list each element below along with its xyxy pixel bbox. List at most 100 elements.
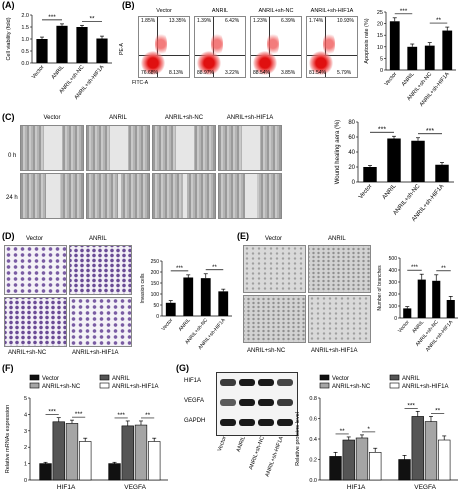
legend-swatch xyxy=(389,374,400,381)
flow-quadrant-value: 8.13% xyxy=(169,70,184,76)
bar xyxy=(446,300,455,318)
y-tick-label: 4 xyxy=(24,412,27,418)
y-tick-label: 1.0 xyxy=(21,37,29,43)
y-tick-label: 100 xyxy=(151,292,160,298)
wound-title: ANRIL+sh-HIF1A xyxy=(226,115,274,121)
significance-label: ** xyxy=(435,407,441,414)
flow-quadrant-value: 6.39% xyxy=(281,18,296,24)
y-tick-label: 2.0 xyxy=(21,13,29,19)
bar xyxy=(398,459,411,481)
bar xyxy=(134,424,148,481)
flow-quadrant-value: 3.22% xyxy=(225,70,240,76)
tube-title-sh-nc: ANRIL+sh-NC xyxy=(247,348,286,354)
flow-ylabel: PE-A xyxy=(118,43,125,55)
bar xyxy=(363,167,377,182)
flow-plot: 1.74% 10.93% 81.54% 5.79% xyxy=(306,16,358,78)
bar xyxy=(200,278,211,316)
significance-label: *** xyxy=(48,409,56,416)
y-tick-label: 0.8 xyxy=(309,396,317,402)
category-label: VEGFA xyxy=(124,484,146,491)
bar xyxy=(52,421,65,481)
flow-quadrant-value: 81.54% xyxy=(309,70,326,76)
bar xyxy=(218,291,229,316)
tube-image-sh-hif1a xyxy=(308,295,371,343)
blot-band xyxy=(239,379,255,386)
y-tick-label: 25 xyxy=(377,10,383,16)
flow-quadrant-value: 1.23% xyxy=(253,18,268,24)
wound-row-0h: 0 h xyxy=(8,153,17,159)
bar xyxy=(432,280,441,318)
significance-label: ** xyxy=(89,15,95,22)
flow-quadrant-value: 6.42% xyxy=(225,18,240,24)
y-axis-label: Number of branches xyxy=(377,265,383,311)
bar xyxy=(403,308,412,318)
chart-c-wound-healing: 0 20 40 60 80 Wound healing aera (%) Vector ANR… xyxy=(335,120,454,223)
y-tick-label: 0 xyxy=(380,68,383,74)
blot-band xyxy=(258,419,274,426)
y-tick-label: 40 xyxy=(348,150,355,156)
wound-image xyxy=(20,173,84,219)
significance-label: *** xyxy=(176,266,184,272)
y-tick-label: 2 xyxy=(24,445,27,451)
significance-label: *** xyxy=(117,412,125,419)
wound-healing-images: 0 h 24 h Vector ANRIL ANRIL+sh-NC ANRIL+sh-… xyxy=(6,115,290,223)
category-label: Vector xyxy=(397,319,411,334)
flow-plot: 1.85% 13.35% 76.68% 8.13% xyxy=(138,16,190,78)
bar xyxy=(56,25,68,63)
legend-label: ANRIL+sh-NC xyxy=(332,384,371,390)
flow-title: ANRIL xyxy=(211,8,229,14)
y-tick-label: 500 xyxy=(389,256,398,262)
bar xyxy=(39,463,52,481)
flow-quadrant-value: 13.35% xyxy=(169,18,186,24)
bar xyxy=(183,277,194,316)
panel-label-b: (B) xyxy=(122,0,135,10)
y-tick-label: 400 xyxy=(389,268,398,274)
y-tick-label: 80 xyxy=(348,120,355,126)
tube-formation-images: Vector ANRIL ANRIL+sh-NC ANRIL+sh-HIF1A xyxy=(243,236,373,361)
bar xyxy=(435,164,449,182)
flow-quadrant-value: 10.93% xyxy=(337,18,354,24)
y-tick-label: 20 xyxy=(377,22,383,28)
blot-membrane xyxy=(216,372,298,436)
wound-image xyxy=(86,173,150,219)
blot-band xyxy=(277,419,293,426)
significance-label: *** xyxy=(407,402,415,409)
legend-label: ANRIL+sh-HIF1A xyxy=(112,384,159,390)
category-label: Vector xyxy=(31,64,46,80)
legend-swatch xyxy=(319,382,330,389)
transwell-image-sh-nc xyxy=(4,297,67,347)
y-tick-label: 0 xyxy=(352,180,356,186)
bar xyxy=(121,425,134,481)
blot-label-hif1a: HIF1A xyxy=(184,378,202,384)
wound-row-24h: 24 h xyxy=(6,195,18,201)
y-tick-label: 100 xyxy=(389,304,398,310)
bar xyxy=(79,441,92,481)
y-tick-label: 50 xyxy=(153,303,159,309)
y-tick-label: 0.0 xyxy=(21,61,29,67)
y-tick-label: 5 xyxy=(24,396,27,402)
significance-label: ** xyxy=(212,265,217,271)
category-label: Vector xyxy=(384,71,399,87)
significance-label: *** xyxy=(48,14,56,21)
significance-label: *** xyxy=(400,8,408,15)
y-tick-label: 10 xyxy=(377,45,383,51)
bar xyxy=(369,452,382,481)
flow-xlabel: FITC-A xyxy=(132,80,149,86)
legend-swatch xyxy=(29,374,40,381)
y-tick-label: 150 xyxy=(151,281,160,287)
bar xyxy=(387,138,401,182)
blot-band xyxy=(277,399,293,406)
bar xyxy=(424,45,435,70)
panel-label-a: (A) xyxy=(2,0,15,10)
blot-band xyxy=(239,419,255,426)
flow-title: Vector xyxy=(156,8,172,14)
category-label: ANRIL+sh-HIF1A xyxy=(425,319,455,353)
wound-image xyxy=(152,173,216,219)
y-axis-label: Wound healing aera (%) xyxy=(335,120,341,185)
transwell-images: Vector ANRIL ANRIL+sh-NC ANRIL+sh-HIF1A xyxy=(4,236,134,361)
category-label: ANRIL xyxy=(178,317,192,332)
bar xyxy=(355,437,369,481)
y-axis-label: Apoptosis rate (%) xyxy=(364,18,370,63)
significance-label: *** xyxy=(75,411,83,418)
